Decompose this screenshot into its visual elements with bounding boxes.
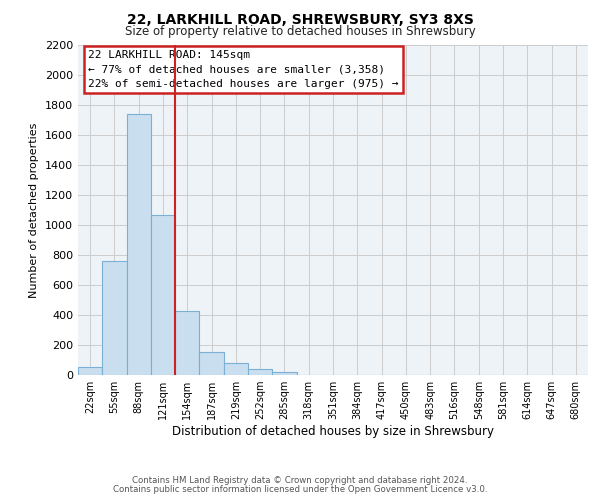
Bar xyxy=(102,261,127,375)
Bar xyxy=(151,214,175,375)
Bar xyxy=(78,367,102,375)
Text: 22 LARKHILL ROAD: 145sqm
← 77% of detached houses are smaller (3,358)
22% of sem: 22 LARKHILL ROAD: 145sqm ← 77% of detach… xyxy=(88,50,398,89)
Bar xyxy=(224,363,248,375)
Text: 22, LARKHILL ROAD, SHREWSBURY, SY3 8XS: 22, LARKHILL ROAD, SHREWSBURY, SY3 8XS xyxy=(127,12,473,26)
Bar xyxy=(127,114,151,375)
X-axis label: Distribution of detached houses by size in Shrewsbury: Distribution of detached houses by size … xyxy=(172,425,494,438)
Bar xyxy=(272,372,296,375)
Y-axis label: Number of detached properties: Number of detached properties xyxy=(29,122,40,298)
Text: Contains public sector information licensed under the Open Government Licence v3: Contains public sector information licen… xyxy=(113,485,487,494)
Text: Size of property relative to detached houses in Shrewsbury: Size of property relative to detached ho… xyxy=(125,25,475,38)
Bar xyxy=(248,369,272,375)
Text: Contains HM Land Registry data © Crown copyright and database right 2024.: Contains HM Land Registry data © Crown c… xyxy=(132,476,468,485)
Bar xyxy=(175,310,199,375)
Bar xyxy=(199,352,224,375)
